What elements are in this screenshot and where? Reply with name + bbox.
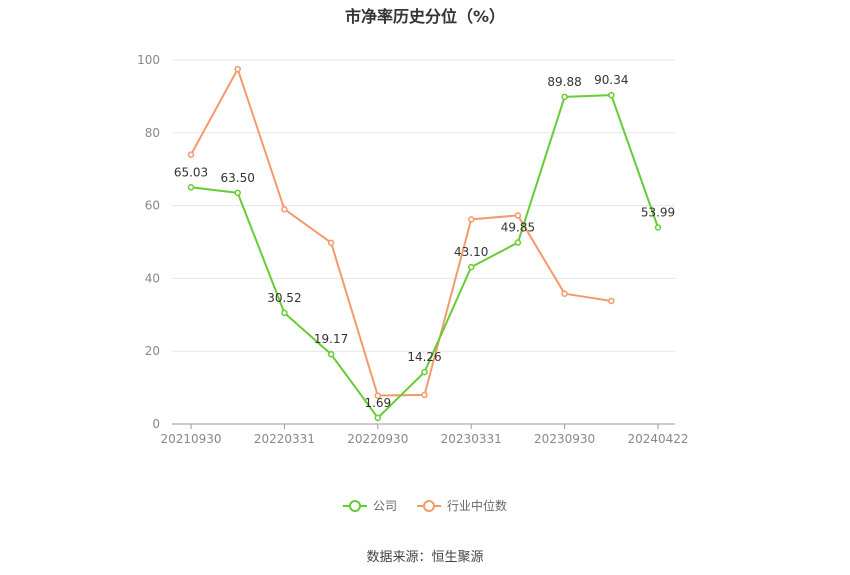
company-point	[187, 184, 195, 191]
company-data-label: 65.03	[174, 165, 208, 179]
industry-point	[608, 297, 615, 305]
industry-point	[467, 216, 475, 223]
company-point	[327, 350, 335, 358]
industry-point	[187, 151, 195, 158]
legend-item-company[interactable]: 公司	[342, 497, 397, 514]
industry-point	[421, 391, 428, 399]
company-point	[281, 309, 288, 317]
industry-point	[234, 65, 241, 73]
legend-item-industry[interactable]: 行业中位数	[417, 497, 507, 514]
y-tick-label: 0	[152, 417, 160, 431]
legend-company-marker-icon	[342, 499, 367, 513]
company-data-label: 89.88	[547, 75, 581, 89]
x-tick-label: 20230331	[441, 432, 502, 446]
legend-industry-marker-icon	[417, 499, 441, 513]
company-point	[654, 224, 662, 231]
x-tick-label: 20220930	[347, 432, 408, 446]
company-data-label: 63.50	[221, 171, 255, 185]
company-data-label: 49.85	[501, 221, 535, 235]
industry-point	[327, 239, 335, 246]
company-data-label: 43.10	[454, 245, 488, 259]
company-data-label: 30.52	[267, 291, 301, 305]
y-tick-label: 20	[145, 344, 160, 358]
y-tick-label: 100	[137, 53, 160, 67]
company-point	[467, 263, 475, 271]
x-tick-label: 20230930	[534, 432, 595, 446]
company-point	[234, 189, 241, 197]
industry-point	[374, 392, 382, 399]
company-point	[421, 368, 428, 376]
company-point	[514, 239, 522, 246]
y-tick-label: 80	[145, 126, 160, 140]
legend-company-label: 公司	[372, 499, 397, 513]
company-point	[608, 91, 615, 99]
company-point	[561, 93, 568, 101]
chart-title: 市净率历史分位（%）	[344, 7, 506, 26]
industry-point	[561, 290, 568, 297]
company-data-label: 90.34	[594, 73, 628, 87]
industry-point	[514, 212, 522, 219]
y-tick-label: 40	[145, 271, 160, 285]
y-tick-label: 60	[145, 199, 160, 213]
data-source-note: 数据来源：恒生聚源	[366, 550, 484, 565]
company-data-label: 1.69	[364, 396, 391, 410]
company-point	[374, 414, 382, 422]
chart-legend: 公司 行业中位数	[0, 497, 850, 514]
legend-industry-label: 行业中位数	[447, 499, 508, 513]
industry-point	[281, 205, 288, 213]
x-tick-label: 20220331	[254, 432, 315, 446]
company-data-label: 53.99	[641, 205, 675, 219]
company-data-label: 14.26	[407, 350, 441, 364]
company-data-label: 19.17	[314, 332, 348, 346]
x-tick-label: 20210930	[160, 432, 221, 446]
x-tick-label: 20240422	[627, 432, 688, 446]
